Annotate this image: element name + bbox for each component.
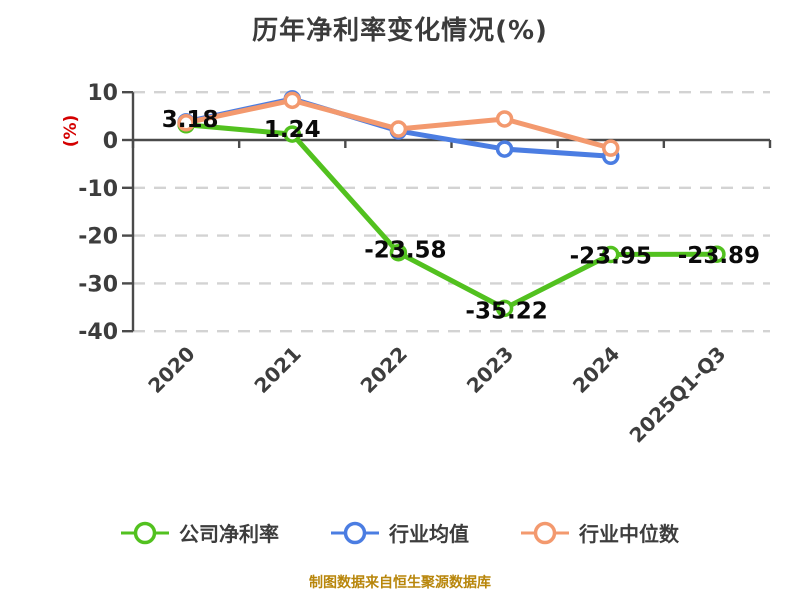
data-point-label: -23.89: [678, 243, 760, 269]
x-category-label: 2020: [143, 342, 199, 398]
data-point-marker-0-3: [495, 299, 514, 318]
legend-item-industry-median: 行业中位数: [521, 518, 679, 547]
data-point-label: -35.22: [465, 298, 547, 324]
y-axis-unit-label: (%): [61, 114, 81, 148]
data-point-label: -23.58: [364, 238, 446, 264]
x-category-label: 2021: [249, 342, 305, 398]
data-point-marker-2-3: [495, 110, 514, 128]
data-point-label: 1.24: [264, 117, 321, 143]
plot-area: 10 0 -10 -20 -30 -40 2020 2021 2022 2023 2024 2025Q…: [78, 81, 772, 448]
data-point-marker-1-3: [495, 140, 514, 158]
data-point-marker-2-4: [602, 139, 620, 157]
data-point-label: 3.18: [162, 107, 219, 133]
x-category-label: 2022: [356, 342, 412, 398]
data-point-label: -23.95: [570, 243, 652, 269]
data-point-marker-0-2: [389, 243, 408, 262]
data-point-marker-0-5: [708, 245, 726, 263]
data-point-marker-0-1: [283, 125, 301, 143]
chart-title: 历年净利率变化情况(%): [252, 16, 548, 46]
legend-label-company: 公司净利率: [179, 522, 279, 546]
data-point-marker-0-4: [602, 245, 620, 264]
legend-label-industry-avg: 行业均值: [389, 522, 469, 546]
x-category-label: 2024: [568, 342, 624, 398]
y-tick-label: -30: [78, 272, 118, 297]
y-tick-label: -10: [78, 177, 118, 202]
y-tick-label: 0: [103, 129, 118, 154]
y-tick-label: -40: [78, 320, 118, 345]
industry-median-series-legend-icon: [521, 521, 569, 544]
legend: 公司净利率 行业均值 行业中位数: [0, 518, 800, 547]
industry-avg-series-legend-icon: [331, 521, 379, 544]
legend-label-industry-median: 行业中位数: [579, 522, 679, 546]
company-series-legend-icon: [121, 521, 169, 544]
data-point-marker-2-0: [177, 114, 195, 132]
data-source-note: 制图数据来自恒生聚源数据库: [309, 575, 491, 591]
y-tick-label: -20: [78, 225, 118, 250]
data-point-marker-2-1: [283, 91, 301, 110]
legend-item-company: 公司净利率: [121, 518, 279, 547]
x-category-label: 2023: [462, 342, 518, 398]
data-point-marker-2-2: [389, 120, 408, 138]
series-line-0: [183, 122, 720, 311]
legend-item-industry-avg: 行业均值: [331, 518, 469, 547]
x-category-label: 2025Q1-Q3: [625, 342, 731, 448]
y-tick-label: 10: [87, 81, 118, 106]
